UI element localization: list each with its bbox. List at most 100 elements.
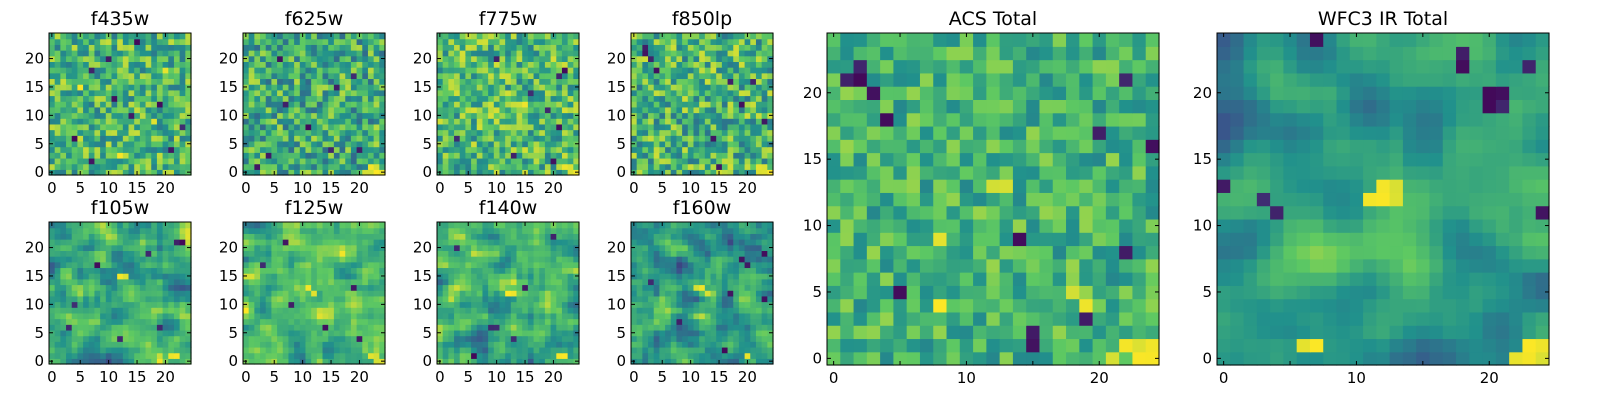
heatmap-cell (333, 239, 341, 246)
y-tick-label: 0 (34, 352, 44, 370)
heatmap-cell (271, 273, 278, 280)
heatmap-cell (316, 290, 324, 297)
heatmap-cell (151, 278, 158, 286)
heatmap-cell (367, 261, 375, 269)
heatmap-cell (767, 106, 774, 114)
panel-title: f140w (479, 197, 538, 219)
heatmap-cell (465, 101, 472, 108)
heatmap-cell (111, 140, 118, 148)
heatmap-cell (139, 335, 147, 342)
heatmap-cell (476, 89, 484, 97)
heatmap-cell (311, 33, 318, 40)
heatmap-cell (527, 123, 535, 131)
heatmap-cell (260, 284, 267, 291)
heatmap-cell (561, 233, 569, 240)
heatmap-cell (522, 118, 529, 125)
heatmap-cell (699, 89, 706, 97)
heatmap-cell (356, 89, 363, 97)
heatmap-cell (77, 101, 84, 108)
heatmap-cell (173, 233, 181, 240)
heatmap-cell (105, 112, 113, 119)
heatmap-cell (77, 244, 84, 251)
heatmap-cell (476, 135, 484, 142)
heatmap-cell (173, 50, 181, 57)
heatmap-cell (94, 284, 101, 291)
heatmap-cell (105, 261, 113, 269)
heatmap-cell (117, 95, 124, 102)
heatmap-cell (499, 169, 506, 176)
heatmap-cell (544, 290, 552, 297)
heatmap-cell (755, 44, 763, 51)
heatmap-cell (550, 290, 557, 297)
heatmap-cell (54, 267, 61, 274)
heatmap-cell (704, 135, 712, 142)
heatmap-cell (522, 55, 529, 62)
heatmap-cell (282, 157, 290, 165)
heatmap-cell (550, 284, 557, 291)
heatmap-cell (721, 95, 729, 102)
heatmap-cell (339, 44, 346, 51)
heatmap-cell (77, 318, 84, 325)
heatmap-cell (556, 44, 563, 51)
heatmap-cell (333, 250, 341, 257)
heatmap-cell (544, 129, 552, 136)
heatmap-cell (493, 112, 501, 119)
heatmap-cell (544, 352, 552, 359)
heatmap-cell (179, 152, 186, 159)
heatmap-cell (254, 267, 261, 274)
heatmap-cell (277, 152, 284, 159)
heatmap-cell (54, 38, 61, 45)
heatmap-cell (305, 152, 312, 159)
heatmap-cell (333, 341, 341, 348)
heatmap-cell (151, 284, 158, 291)
heatmap-cell (151, 222, 158, 229)
heatmap-cell (687, 284, 695, 291)
heatmap-cell (733, 123, 740, 131)
y-tick-label: 5 (228, 324, 238, 342)
heatmap-cell (631, 335, 638, 342)
heatmap-cell (60, 352, 67, 359)
heatmap-cell (367, 118, 375, 125)
heatmap-cell (716, 312, 723, 320)
heatmap-cell (721, 38, 729, 45)
heatmap-cell (111, 329, 118, 337)
heatmap-cell (151, 78, 158, 85)
heatmap-cell (294, 233, 301, 240)
heatmap-cell (339, 352, 346, 359)
heatmap-cell (367, 244, 375, 251)
heatmap-cell (499, 273, 506, 280)
heatmap-cell (260, 222, 267, 229)
heatmap-cell (168, 290, 175, 297)
heatmap-cell (721, 50, 729, 57)
heatmap-cell (653, 329, 660, 337)
heatmap-cell (699, 72, 706, 80)
heatmap-cell (636, 169, 643, 176)
heatmap-cell (105, 67, 113, 74)
heatmap-cell (471, 129, 478, 136)
heatmap-cell (465, 250, 472, 257)
heatmap-cell (345, 38, 352, 45)
heatmap-cell (83, 341, 90, 348)
heatmap-cell (448, 222, 455, 229)
heatmap-cell (544, 278, 552, 286)
x-tick-label: 20 (738, 179, 757, 197)
heatmap-cell (288, 78, 295, 85)
heatmap-cell (721, 72, 729, 80)
heatmap-cell (510, 352, 518, 359)
heatmap-cell (265, 329, 272, 337)
heatmap-cell (676, 324, 683, 331)
heatmap-cell (573, 123, 580, 131)
heatmap-cell (100, 152, 107, 159)
heatmap-cell (738, 290, 746, 297)
heatmap-cell (260, 352, 267, 359)
heatmap-cell (162, 78, 169, 85)
heatmap-cell (288, 244, 295, 251)
heatmap-cell (567, 129, 574, 136)
heatmap-cell (704, 278, 712, 286)
heatmap-cell (636, 89, 643, 97)
heatmap-cell (687, 140, 695, 148)
heatmap-cell (156, 72, 164, 80)
heatmap-cell (676, 307, 683, 314)
heatmap-cell (299, 44, 307, 51)
heatmap-cell (738, 301, 746, 308)
